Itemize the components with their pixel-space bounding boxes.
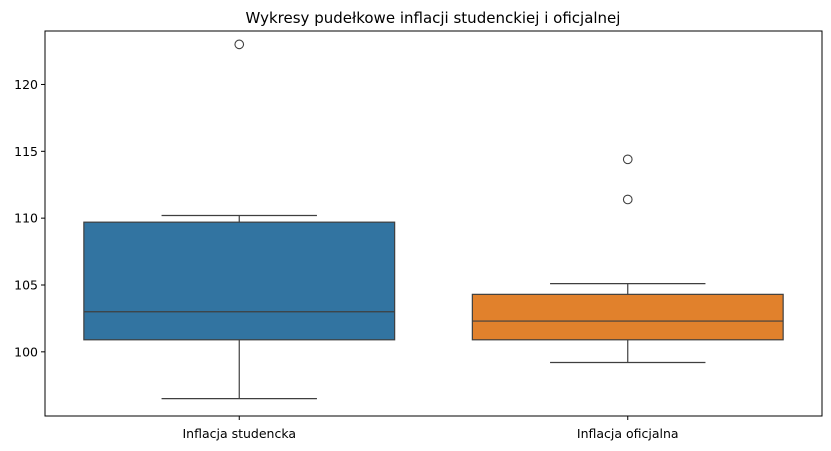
outlier-point [622, 194, 633, 205]
y-tick-label: 115 [14, 144, 38, 159]
chart-title: Wykresy pudełkowe inflacji studenckiej i… [246, 9, 621, 27]
x-tick-label: Inflacja studencka [182, 426, 296, 441]
box-studencka [83, 221, 396, 341]
y-tick-label: 105 [14, 277, 38, 292]
plot-frame [44, 30, 823, 417]
plot-area: 100 105 110 115 120 Inflacja studencka Inflacj… [14, 39, 784, 441]
y-tick-label: 120 [14, 77, 38, 92]
y-tick-label: 100 [14, 344, 38, 359]
y-tick-label: 110 [14, 211, 38, 226]
x-tick-label: Inflacja oficjalna [577, 426, 679, 441]
outlier-point [622, 154, 633, 165]
box-oficjalna [471, 293, 784, 341]
outlier-point [234, 39, 245, 50]
